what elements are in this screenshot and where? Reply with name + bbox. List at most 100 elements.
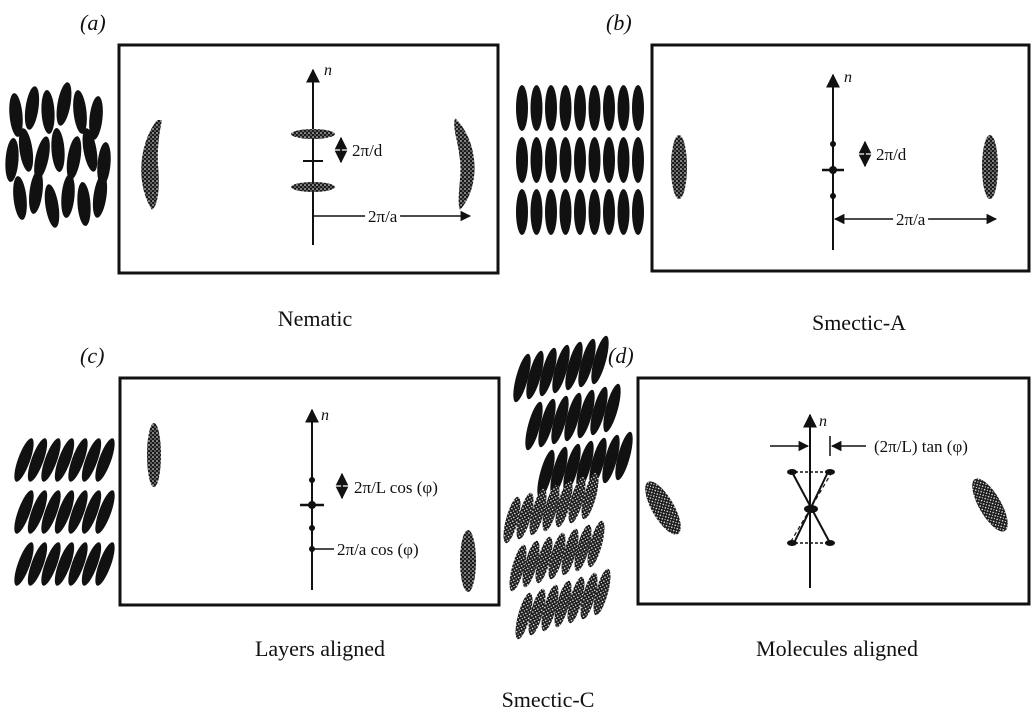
nematic-molecule [24, 86, 40, 130]
smectic-c-upper-molecule [563, 443, 581, 493]
panel-c-frame [118, 376, 501, 607]
panel-c-a-label: 2π/a cos (φ) [337, 540, 419, 559]
smectic-a-molecule [516, 85, 528, 131]
smectic-c-upper-molecule [576, 440, 594, 490]
panel-a-pattern [141, 68, 475, 245]
panel-c-lower-right-spot [460, 530, 476, 592]
smectic-c-lower-molecule [541, 584, 559, 632]
smectic-a-molecule [603, 137, 615, 183]
smectic-a-molecule [530, 85, 543, 131]
panel-b-reflection-upper [830, 141, 836, 147]
smectic-c-lower-molecule [529, 488, 547, 536]
smectic-a-molecule [574, 137, 586, 183]
panel-a-axis-label: n [324, 62, 332, 79]
panel-b-pattern [671, 73, 998, 250]
smectic-a-molecule [632, 85, 644, 131]
smectic-c-molecule [95, 490, 115, 534]
smectic-a-molecule [530, 189, 543, 235]
smectic-c-upper-molecule [603, 383, 621, 433]
smectic-c-lower-molecule [561, 528, 579, 576]
panel-c-axis-label: n [321, 407, 329, 424]
smectic-c-molecule [68, 542, 88, 586]
smectic-c-molecule [54, 490, 75, 534]
panel-b-frame [650, 43, 1031, 273]
panel-a-a-label: 2π/a [368, 207, 398, 226]
smectic-c-lower-molecule [522, 540, 540, 588]
panel-c-a-dot [309, 546, 315, 552]
smectic-c-molecule [27, 490, 48, 534]
nematic-molecule [92, 174, 108, 218]
smectic-c-molecule [14, 438, 34, 482]
panel-a-d-label: 2π/d [352, 141, 383, 160]
smectic-c-lower-molecule [509, 544, 527, 592]
smectic-c-lower-molecule [587, 520, 605, 568]
panel-c-reflection-lower [309, 525, 315, 531]
smectic-c-lower-molecule [554, 580, 572, 628]
panel-d-letter: (d) [608, 343, 634, 368]
panel-d-spot-top-left [787, 469, 797, 475]
smectic-c-lower-molecule [568, 476, 586, 524]
panel-d-molecules-lower [503, 472, 611, 640]
smectic-a-molecule [559, 85, 572, 131]
smectic-c-upper-molecule [578, 338, 596, 388]
nematic-molecule [97, 142, 111, 186]
smectic-a-molecule [588, 137, 601, 183]
panel-c-caption: Layers aligned [255, 636, 385, 661]
panel-a-right-arc [454, 118, 475, 210]
panel-b-origin-dot [829, 166, 837, 174]
bottom-caption: Smectic-C [502, 687, 595, 712]
smectic-c-upper-molecule [615, 431, 633, 481]
smectic-a-molecule [617, 137, 630, 183]
smectic-c-lower-molecule [503, 496, 521, 544]
nematic-molecule [13, 176, 27, 220]
panel-c-letter: (c) [80, 343, 104, 368]
panel-d-molecules-upper [513, 335, 633, 499]
panel-c-molecules [14, 438, 115, 586]
smectic-a-molecule [574, 189, 586, 235]
panel-b-d-label: 2π/d [876, 145, 907, 164]
smectic-c-molecule [81, 438, 102, 482]
smectic-c-molecule [41, 490, 61, 534]
smectic-a-molecule [617, 189, 630, 235]
nematic-molecule [73, 90, 87, 134]
smectic-c-lower-molecule [581, 472, 599, 520]
smectic-c-upper-molecule [526, 350, 544, 400]
smectic-c-upper-molecule [565, 341, 583, 391]
smectic-c-upper-molecule [539, 347, 557, 397]
panel-c-pattern [147, 408, 476, 592]
panel-b-reflection-lower [830, 193, 836, 199]
panel-a-left-arc [141, 120, 162, 210]
panel-d-caption: Molecules aligned [756, 636, 918, 661]
smectic-c-upper-molecule [590, 386, 608, 436]
smectic-c-lower-molecule [535, 536, 553, 584]
smectic-a-molecule [603, 85, 615, 131]
smectic-c-molecule [95, 438, 115, 482]
panel-b-letter: (b) [606, 10, 632, 35]
panel-d-frame [636, 376, 1031, 606]
smectic-c-upper-molecule [564, 392, 582, 442]
smectic-c-upper-molecule [513, 353, 531, 403]
smectic-a-molecule [559, 137, 572, 183]
smectic-a-molecule [545, 137, 557, 183]
smectic-c-upper-molecule [577, 389, 595, 439]
nematic-molecule [82, 128, 98, 172]
smectic-c-molecule [68, 438, 88, 482]
smectic-c-molecule [14, 542, 34, 586]
nematic-molecule [41, 90, 55, 134]
panel-c-L-label: 2π/L cos (φ) [354, 478, 438, 497]
smectic-c-molecule [54, 438, 75, 482]
smectic-c-upper-molecule [538, 398, 556, 448]
smectic-c-molecule [81, 542, 102, 586]
smectic-a-molecule [545, 85, 557, 131]
nematic-molecule [29, 170, 43, 214]
panel-b-axis-label: n [844, 69, 852, 86]
panel-b-left-spot [671, 135, 687, 199]
smectic-c-molecule [41, 542, 61, 586]
panel-c-upper-left-spot [147, 423, 161, 487]
panel-d-right-spot [972, 478, 1008, 532]
nematic-molecule [61, 174, 75, 218]
smectic-c-molecule [27, 542, 48, 586]
smectic-a-molecule [530, 137, 543, 183]
panel-d-spot-bottom-right [825, 540, 835, 546]
